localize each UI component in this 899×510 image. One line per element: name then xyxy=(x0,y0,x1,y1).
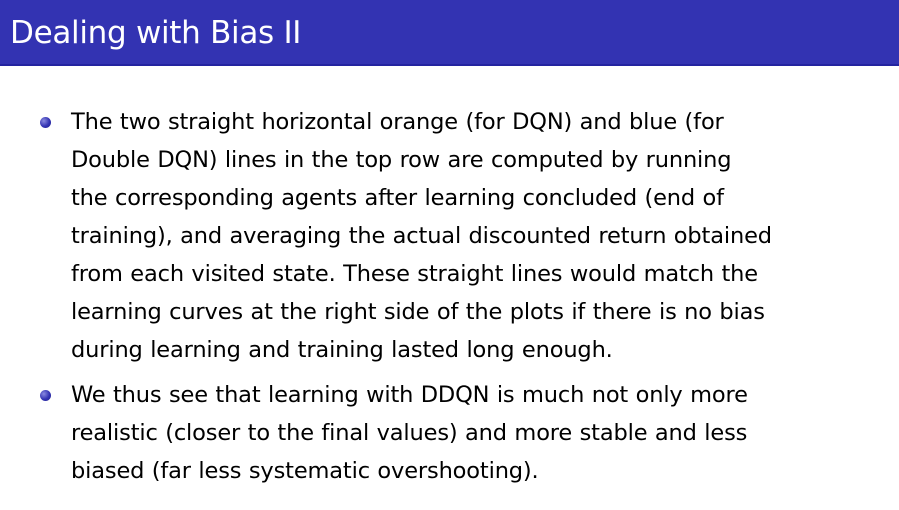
bullet-text-line: during learning and training lasted long… xyxy=(71,337,613,363)
bullet-text-line: from each visited state. These straight … xyxy=(71,261,758,287)
bullet-list: The two straight horizontal orange (for … xyxy=(40,103,890,490)
bullet-text-line: The two straight horizontal orange (for … xyxy=(71,109,724,135)
bullet-text-line: learning curves at the right side of the… xyxy=(71,299,765,325)
bullet-text-line: the corresponding agents after learning … xyxy=(71,185,724,211)
bullet-text-line: training), and averaging the actual disc… xyxy=(71,223,772,249)
ball-bullet-icon xyxy=(40,117,51,128)
ball-bullet-icon xyxy=(40,390,51,401)
bullet-text-line: realistic (closer to the final values) a… xyxy=(71,420,748,446)
slide-title: Dealing with Bias II xyxy=(10,15,302,51)
bullet-text-line: We thus see that learning with DDQN is m… xyxy=(71,382,748,408)
bullet-text-line: Double DQN) lines in the top row are com… xyxy=(71,147,732,173)
bullet-item: The two straight horizontal orange (for … xyxy=(40,103,890,369)
title-bar: Dealing with Bias II xyxy=(0,0,899,66)
bullet-item: We thus see that learning with DDQN is m… xyxy=(40,376,890,490)
bullet-text-line: biased (far less systematic overshooting… xyxy=(71,458,539,484)
